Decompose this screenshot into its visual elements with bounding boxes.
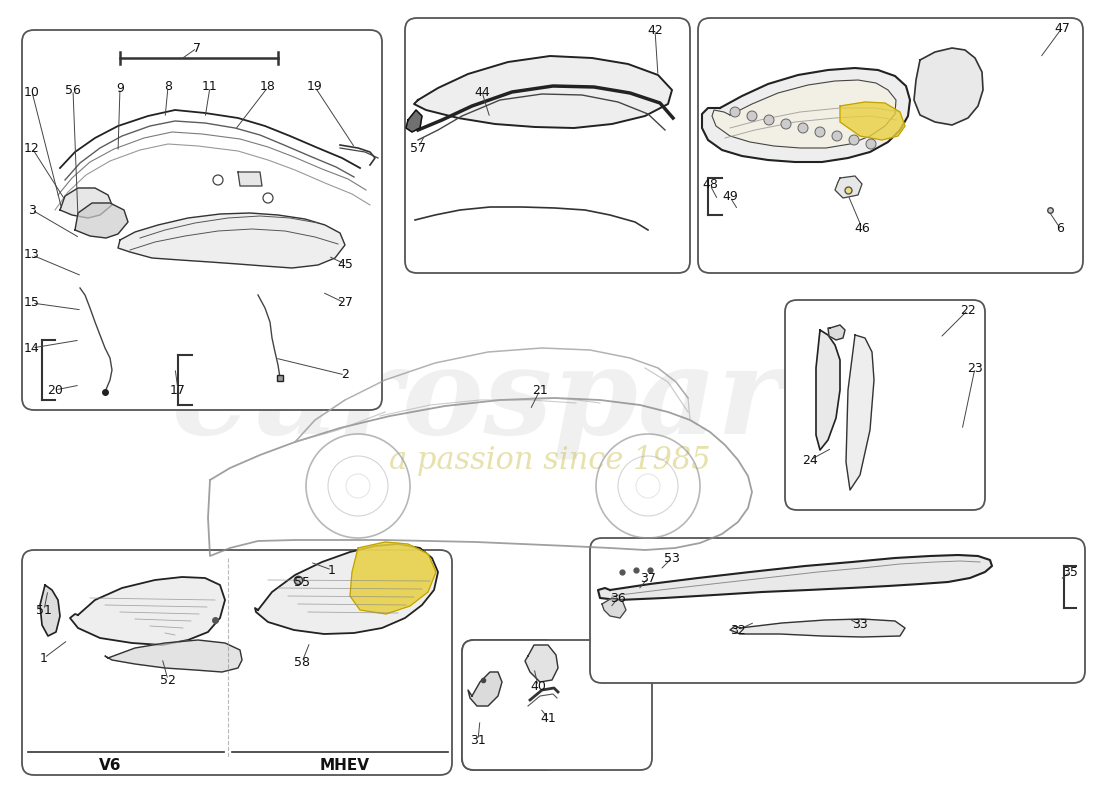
Circle shape — [832, 131, 842, 141]
Text: 3: 3 — [29, 203, 36, 217]
Text: 45: 45 — [337, 258, 353, 270]
FancyBboxPatch shape — [405, 18, 690, 273]
Text: 11: 11 — [202, 81, 218, 94]
FancyBboxPatch shape — [590, 538, 1085, 683]
Polygon shape — [914, 48, 983, 125]
Text: 19: 19 — [307, 81, 323, 94]
Text: 21: 21 — [532, 383, 548, 397]
Text: MHEV: MHEV — [320, 758, 370, 773]
Text: 1: 1 — [328, 563, 336, 577]
Text: 44: 44 — [474, 86, 490, 98]
Polygon shape — [712, 80, 896, 148]
Polygon shape — [238, 172, 262, 186]
Polygon shape — [828, 325, 845, 340]
Text: 56: 56 — [65, 83, 81, 97]
Text: 23: 23 — [967, 362, 983, 374]
Polygon shape — [40, 585, 60, 636]
Text: 37: 37 — [640, 571, 656, 585]
Text: 46: 46 — [854, 222, 870, 234]
Polygon shape — [525, 645, 558, 682]
Polygon shape — [406, 110, 422, 132]
Polygon shape — [598, 555, 992, 600]
Text: 32: 32 — [730, 623, 746, 637]
Polygon shape — [702, 68, 910, 162]
Text: 57: 57 — [410, 142, 426, 154]
FancyBboxPatch shape — [462, 640, 652, 770]
Polygon shape — [602, 598, 626, 618]
Circle shape — [730, 107, 740, 117]
Text: 47: 47 — [1054, 22, 1070, 34]
Text: 13: 13 — [24, 249, 40, 262]
Circle shape — [849, 135, 859, 145]
Text: 8: 8 — [164, 81, 172, 94]
Text: 53: 53 — [664, 551, 680, 565]
FancyBboxPatch shape — [785, 300, 984, 510]
Text: 20: 20 — [47, 383, 63, 397]
Circle shape — [798, 123, 808, 133]
Text: 6: 6 — [1056, 222, 1064, 234]
Text: 7: 7 — [192, 42, 201, 54]
Text: 9: 9 — [117, 82, 124, 94]
Text: 33: 33 — [852, 618, 868, 631]
Text: 41: 41 — [540, 711, 556, 725]
Text: eurospares: eurospares — [172, 341, 928, 459]
Polygon shape — [840, 102, 905, 140]
Polygon shape — [60, 188, 112, 218]
Text: 42: 42 — [647, 23, 663, 37]
Text: 55: 55 — [294, 575, 310, 589]
Polygon shape — [414, 56, 672, 128]
Text: a passion since 1985: a passion since 1985 — [389, 445, 711, 475]
Text: 14: 14 — [24, 342, 40, 354]
FancyBboxPatch shape — [462, 640, 557, 770]
Polygon shape — [104, 640, 242, 672]
Polygon shape — [75, 203, 128, 238]
Text: 31: 31 — [470, 734, 486, 746]
Text: 10: 10 — [24, 86, 40, 98]
Polygon shape — [835, 176, 862, 198]
Circle shape — [781, 119, 791, 129]
Polygon shape — [730, 619, 905, 637]
Text: 58: 58 — [294, 655, 310, 669]
Text: 17: 17 — [170, 383, 186, 397]
Text: 22: 22 — [960, 303, 976, 317]
Text: 27: 27 — [337, 297, 353, 310]
Circle shape — [764, 115, 774, 125]
Text: 12: 12 — [24, 142, 40, 154]
Text: 35: 35 — [1063, 566, 1078, 578]
Text: 18: 18 — [260, 81, 276, 94]
Text: 49: 49 — [722, 190, 738, 203]
Text: V6: V6 — [99, 758, 121, 773]
FancyBboxPatch shape — [22, 550, 452, 775]
Circle shape — [747, 111, 757, 121]
Polygon shape — [70, 577, 226, 645]
Polygon shape — [255, 544, 438, 634]
Text: 24: 24 — [802, 454, 818, 466]
Text: 52: 52 — [161, 674, 176, 686]
Text: 48: 48 — [702, 178, 718, 191]
Polygon shape — [350, 542, 436, 614]
Polygon shape — [846, 335, 874, 490]
Circle shape — [815, 127, 825, 137]
Text: 15: 15 — [24, 297, 40, 310]
Text: 51: 51 — [36, 603, 52, 617]
Text: 2: 2 — [341, 369, 349, 382]
Polygon shape — [118, 213, 345, 268]
Text: 36: 36 — [610, 591, 626, 605]
Polygon shape — [816, 330, 840, 450]
FancyBboxPatch shape — [698, 18, 1084, 273]
Polygon shape — [468, 672, 502, 706]
Text: 1: 1 — [40, 651, 48, 665]
FancyBboxPatch shape — [22, 30, 382, 410]
Text: 40: 40 — [530, 679, 546, 693]
Circle shape — [866, 139, 876, 149]
